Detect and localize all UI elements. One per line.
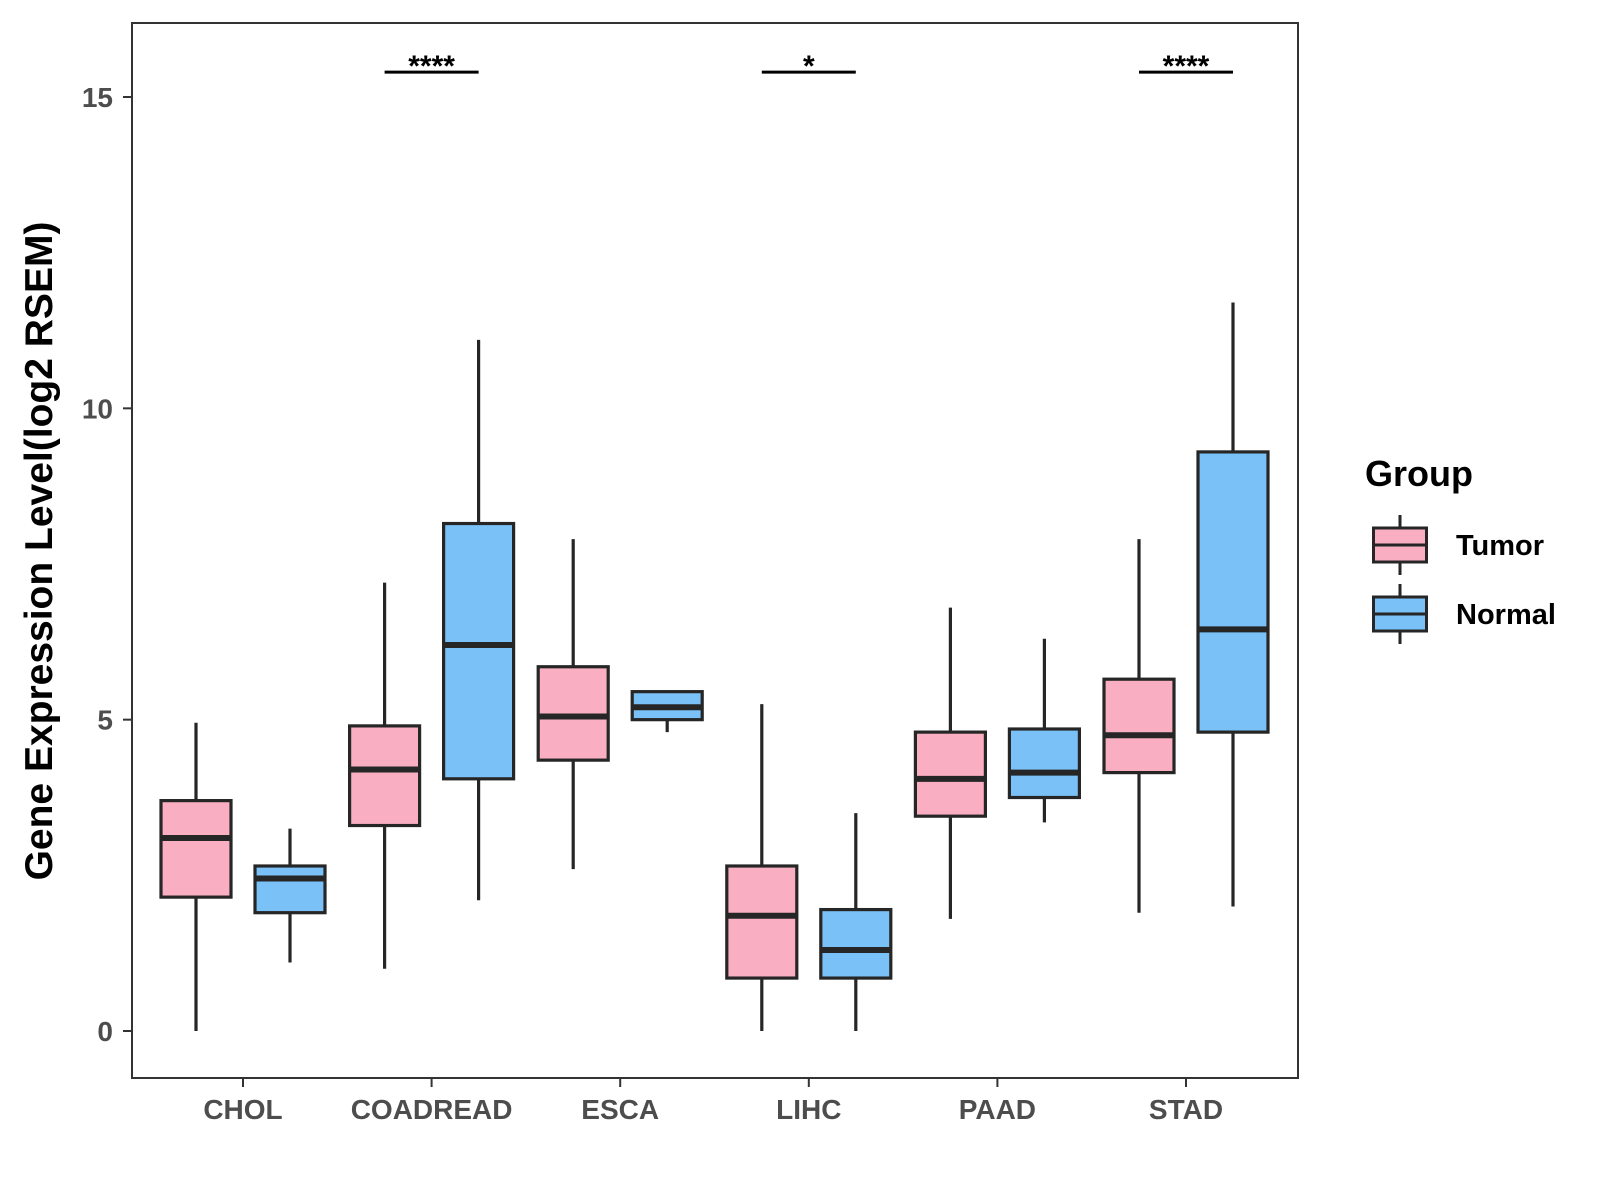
iqr-box [913,730,988,818]
significance-coadread: **** [384,50,479,83]
iqr-box [1196,450,1270,734]
box-tumor-chol [159,722,233,1031]
significance-label: * [803,50,815,83]
y-tick-label: 5 [97,705,113,736]
x-tick-label: STAD [1149,1094,1223,1125]
significance-stad: **** [1139,50,1233,83]
iqr-box [1007,727,1082,800]
iqr-box [536,665,610,762]
plot-panel-border [131,22,1299,1079]
iqr-box [348,724,422,828]
box-normal-stad [1196,302,1270,907]
box-tumor-esca [536,539,610,870]
iqr-box [725,864,799,980]
box-normal-coadread [442,339,516,901]
y-axis-title: Gene Expression Level(log2 RSEM) [18,222,61,881]
iqr-box [253,864,327,915]
legend-label-normal: Normal [1456,599,1556,631]
box-tumor-paad [913,607,988,919]
significance-label: **** [1163,50,1210,83]
box-normal-chol [253,828,327,963]
box-normal-lihc [819,813,893,1031]
legend-item-normal: Normal [1372,584,1556,644]
significance-lihc: * [761,50,856,83]
box-normal-esca [630,690,704,733]
x-tick-label: CHOL [203,1094,282,1125]
legend-label-tumor: Tumor [1456,530,1544,562]
box-tumor-coadread [348,582,422,969]
box-normal-paad [1007,638,1082,823]
plot-marks: **** * **** [159,50,1270,1031]
y-tick-label: 15 [82,82,113,113]
x-tick-label: LIHC [776,1094,841,1125]
legend-title: Group [1365,453,1473,494]
x-tick-label: ESCA [581,1094,659,1125]
x-tick-label: COADREAD [351,1094,513,1125]
legend-item-tumor: Tumor [1372,515,1544,575]
box-tumor-lihc [725,704,799,1031]
box-tumor-stad [1102,539,1176,913]
significance-label: **** [408,50,455,83]
legend: Group Tumor Normal [1365,453,1556,644]
iqr-box [1102,677,1176,775]
y-axis: 0 5 10 15 [82,82,132,1047]
y-tick-label: 0 [97,1016,113,1047]
iqr-box [442,521,516,781]
iqr-box [819,907,893,980]
x-tick-label: PAAD [959,1094,1036,1125]
x-axis: CHOL COADREAD ESCA LIHC PAAD STAD [203,1078,1223,1125]
iqr-box [159,799,233,899]
y-tick-label: 10 [82,393,113,424]
